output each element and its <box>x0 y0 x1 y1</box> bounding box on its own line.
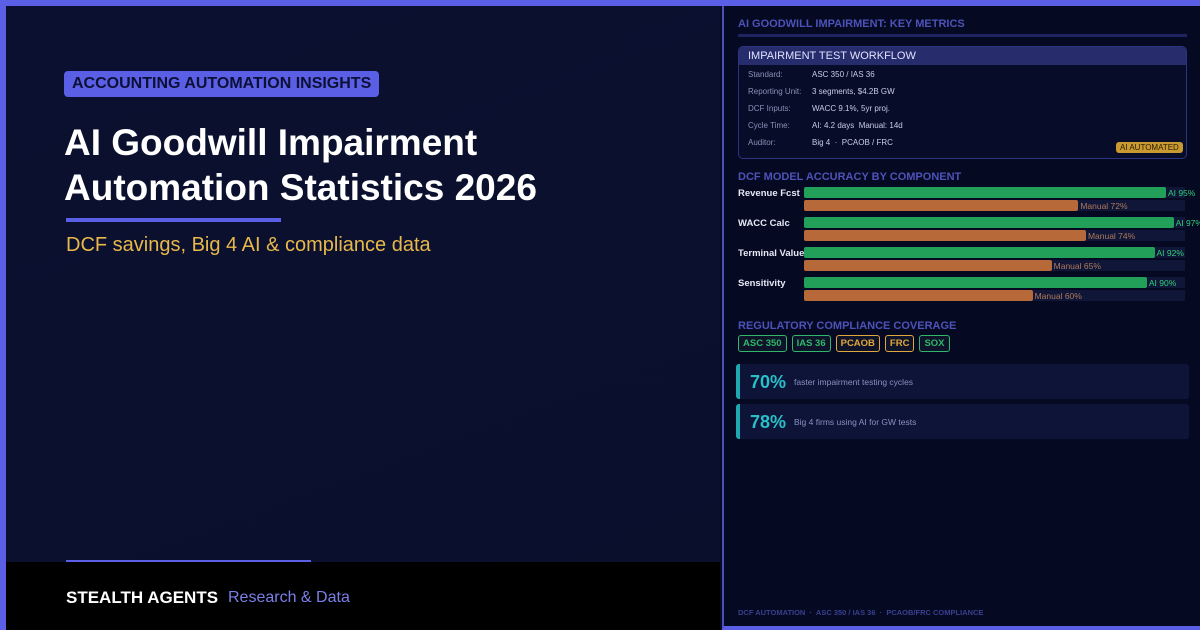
value-label: Manual 65% <box>1053 261 1101 271</box>
bar-track: Manual 65% <box>804 260 1185 271</box>
value-label: Manual 60% <box>1034 291 1082 301</box>
row-label: WACC Calc <box>738 218 790 229</box>
bar <box>804 247 1155 258</box>
title-line: AI Goodwill Impairment <box>64 122 478 163</box>
workflow-value: AI: 4.2 days Manual: 14d <box>812 121 903 130</box>
workflow-key: Cycle Time: <box>748 121 790 130</box>
row-label: Sensitivity <box>738 278 786 289</box>
title-line: Automation Statistics 2026 <box>64 167 537 208</box>
left-panel: ACCOUNTING AUTOMATION INSIGHTS AI Goodwil… <box>6 6 720 630</box>
compliance-title: REGULATORY COMPLIANCE COVERAGE <box>738 320 957 332</box>
value-label: AI 97% <box>1175 218 1200 228</box>
bar-track: AI 97% <box>804 217 1200 228</box>
row-label: Terminal Value <box>738 248 805 259</box>
value-label: Manual 72% <box>1080 201 1128 211</box>
stat-text: Big 4 firms using AI for GW tests <box>794 417 917 427</box>
footer-line <box>66 560 311 563</box>
badge: ACCOUNTING AUTOMATION INSIGHTS <box>64 71 380 97</box>
panel-footer: DCF AUTOMATION · ASC 350 / IAS 36 · PCAO… <box>738 608 984 617</box>
compliance-tag: FRC <box>884 335 915 352</box>
workflow-value: Big 4 · PCAOB / FRC <box>812 138 893 147</box>
workflow-value: 3 segments, $4.2B GW <box>812 87 895 96</box>
bar <box>804 217 1174 228</box>
value-label: AI 90% <box>1148 278 1177 288</box>
value-label: Manual 74% <box>1087 231 1136 241</box>
tag-row: ASC 350 IAS 36 PCAOB FRC SOX <box>738 335 950 352</box>
bar-track: Manual 74% <box>804 230 1185 241</box>
bar-track: Manual 72% <box>804 200 1185 211</box>
compliance-tag: PCAOB <box>835 335 880 352</box>
bar <box>804 260 1052 271</box>
workflow-key: Auditor: <box>748 138 776 147</box>
stat-card: 70% faster impairment testing cycles <box>736 364 1189 399</box>
stat-value: 78% <box>750 412 787 432</box>
footer-bar: STEALTH AGENTS Research & Data <box>6 562 720 630</box>
right-panel: AI GOODWILL IMPAIRMENT: KEY METRICS IMPAI… <box>722 6 1200 630</box>
workflow-key: DCF Inputs: <box>748 104 791 113</box>
compliance-tag: IAS 36 <box>791 335 831 352</box>
stat-value: 70% <box>750 372 787 392</box>
workflow-key: Reporting Unit: <box>748 87 802 96</box>
workflow-value: WACC 9.1%, 5yr proj. <box>812 104 890 113</box>
bar-track: Manual 60% <box>804 290 1185 301</box>
workflow-box: IMPAIRMENT TEST WORKFLOW Standard: ASC 350… <box>738 46 1187 159</box>
workflow-title: IMPAIRMENT TEST WORKFLOW <box>739 47 1186 65</box>
bar-track: AI 95% <box>804 187 1195 198</box>
bar <box>804 230 1086 241</box>
compliance-tag: SOX <box>919 335 950 352</box>
title-underline <box>66 218 281 222</box>
bar <box>804 277 1147 288</box>
subtitle: DCF savings, Big 4 AI & compliance data <box>66 234 431 256</box>
bar-track: AI 92% <box>804 247 1185 258</box>
stat-card: 78% Big 4 firms using AI for GW tests <box>736 404 1189 439</box>
bar <box>804 187 1166 198</box>
accuracy-title: DCF MODEL ACCURACY BY COMPONENT <box>738 171 962 183</box>
bar <box>804 290 1033 301</box>
compliance-tag: ASC 350 <box>738 335 787 352</box>
workflow-tag: AI AUTOMATED <box>1116 142 1183 153</box>
stat-text: faster impairment testing cycles <box>794 377 914 387</box>
workflow-key: Standard: <box>748 70 783 79</box>
heading-rule <box>738 34 1187 37</box>
bar-track: AI 90% <box>804 277 1185 288</box>
brand: STEALTH AGENTS <box>66 588 219 607</box>
tagline: Research & Data <box>228 589 350 606</box>
value-label: AI 95% <box>1167 188 1196 198</box>
row-label: Revenue Fcst <box>738 188 800 199</box>
value-label: AI 92% <box>1156 248 1184 258</box>
workflow-value: ASC 350 / IAS 36 <box>812 70 875 79</box>
panel-heading: AI GOODWILL IMPAIRMENT: KEY METRICS <box>738 18 965 30</box>
bar <box>804 200 1079 211</box>
